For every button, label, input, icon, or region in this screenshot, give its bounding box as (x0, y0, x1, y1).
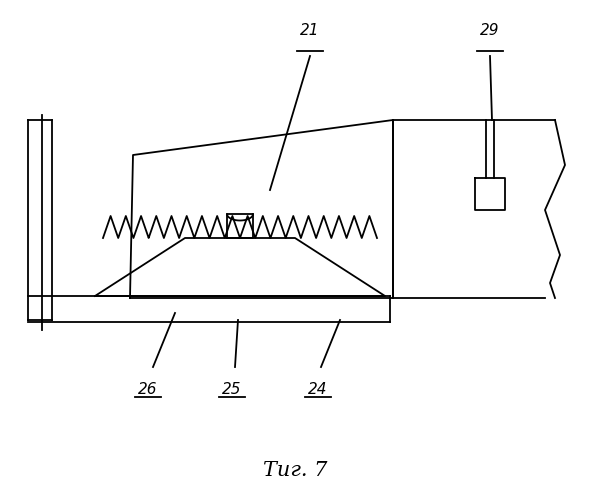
Text: 26: 26 (138, 382, 158, 397)
Text: 29: 29 (480, 23, 500, 38)
Text: 24: 24 (309, 382, 328, 397)
Text: Τиг. 7: Τиг. 7 (264, 460, 327, 479)
Text: 25: 25 (222, 382, 242, 397)
Text: 21: 21 (300, 23, 320, 38)
